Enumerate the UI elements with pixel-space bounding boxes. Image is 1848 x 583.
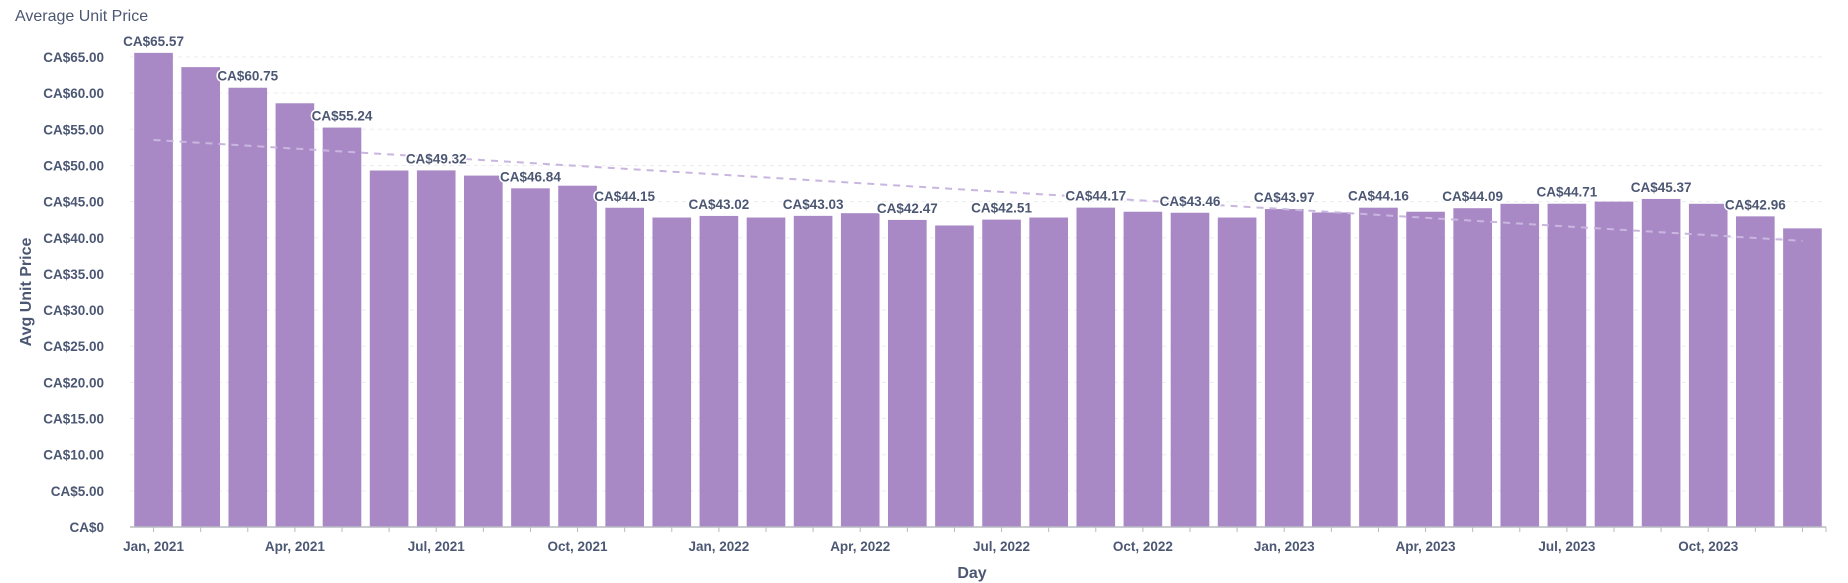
data-label: CA$44.15 [594,189,655,204]
data-labels: CA$65.57 CA$60.75 CA$55.24 CA$49.32 CA$46.84… [122,32,1788,217]
chart-title: Average Unit Price [15,8,149,25]
bar [1736,216,1775,527]
bar [793,215,833,528]
bar [746,217,786,527]
y-tick-label: CA$55.00 [43,122,104,137]
y-tick-label: CA$20.00 [43,375,104,390]
bar [1547,203,1587,527]
data-label: CA$43.46 [1160,194,1221,209]
data-label: CA$49.32 [406,151,467,166]
bar [935,225,974,527]
y-tick-label: CA$0 [69,520,104,535]
data-label: CA$43.03 [783,197,844,212]
bar [1594,201,1634,527]
x-tick-label: Oct, 2021 [548,539,609,554]
y-tick-label: CA$45.00 [43,195,104,210]
y-tick-label: CA$25.00 [43,339,104,354]
data-label: CA$44.16 [1348,189,1409,204]
bar [1406,211,1445,527]
bar [228,87,268,527]
data-label: CA$46.84 [500,169,561,184]
bar [1500,203,1540,528]
x-tick-label: Apr, 2023 [1396,539,1457,554]
x-tick-label: Jan, 2021 [123,539,184,554]
bar [558,185,597,527]
bar [1264,209,1304,527]
bar [275,103,315,528]
y-tick-label: CA$10.00 [43,448,104,463]
bar [1076,207,1116,527]
data-label: CA$42.51 [971,201,1032,216]
bar [1217,217,1257,527]
x-tick-label: Jul, 2022 [973,539,1030,554]
y-tick-label: CA$35.00 [43,267,104,282]
y-tick-label: CA$40.00 [43,231,104,246]
bar [511,188,550,527]
data-label: CA$44.17 [1065,189,1126,204]
bar [888,219,927,527]
y-axis-title: Avg Unit Price [18,238,35,347]
data-label: CA$60.75 [217,69,278,84]
data-label: CA$43.97 [1254,190,1315,205]
data-label: CA$45.37 [1631,180,1692,195]
bar [699,215,739,527]
x-axis: Jan, 2021 Apr, 2021 Jul, 2021 Oct, 2021 Jan,… [123,526,1827,554]
data-label: CA$44.71 [1536,185,1597,200]
y-tick-label: CA$60.00 [43,86,104,101]
bar [840,213,880,527]
bar [652,217,692,527]
bar [1783,228,1822,527]
x-axis-title: Day [957,565,986,582]
bar [464,175,503,528]
y-tick-label: CA$15.00 [43,412,104,427]
x-tick-label: Jan, 2023 [1254,539,1315,554]
x-tick-label: Apr, 2021 [265,539,326,554]
bar [322,127,362,527]
x-tick-label: Jan, 2022 [688,539,749,554]
gridlines [130,56,1826,492]
data-label: CA$42.47 [877,201,938,216]
bar [1453,208,1492,528]
data-label: CA$42.96 [1725,197,1786,212]
bar [416,170,456,527]
x-tick-label: Jul, 2023 [1538,539,1596,554]
x-tick-label: Jul, 2021 [408,539,466,554]
y-tick-label: CA$30.00 [43,303,104,318]
bar [982,219,1021,527]
trend-line [153,138,1803,242]
x-tick-label: Oct, 2023 [1678,539,1739,554]
x-tick-label: Oct, 2022 [1113,539,1173,554]
bar-series [134,52,1822,528]
bar [605,207,644,527]
y-axis: CA$0 CA$5.00 CA$10.00 CA$15.00 CA$20.00 CA$25… [43,50,104,535]
data-label: CA$44.09 [1442,189,1503,204]
bar [1170,212,1210,527]
bar [1688,203,1728,528]
bar [1029,217,1068,527]
y-tick-label: CA$50.00 [43,158,104,173]
data-label: CA$43.02 [688,197,749,212]
x-tick-label: Apr, 2022 [830,539,890,554]
bar [134,52,173,528]
bar [1123,211,1163,527]
bar [1641,198,1681,527]
bar [369,170,409,527]
data-label: CA$55.24 [312,109,373,124]
bar [1359,207,1398,528]
trend-line-path [153,138,1803,242]
data-label: CA$65.57 [123,34,184,49]
y-tick-label: CA$65.00 [43,50,104,65]
bar [1312,212,1351,527]
y-tick-label: CA$5.00 [51,484,104,499]
bar [181,67,220,527]
